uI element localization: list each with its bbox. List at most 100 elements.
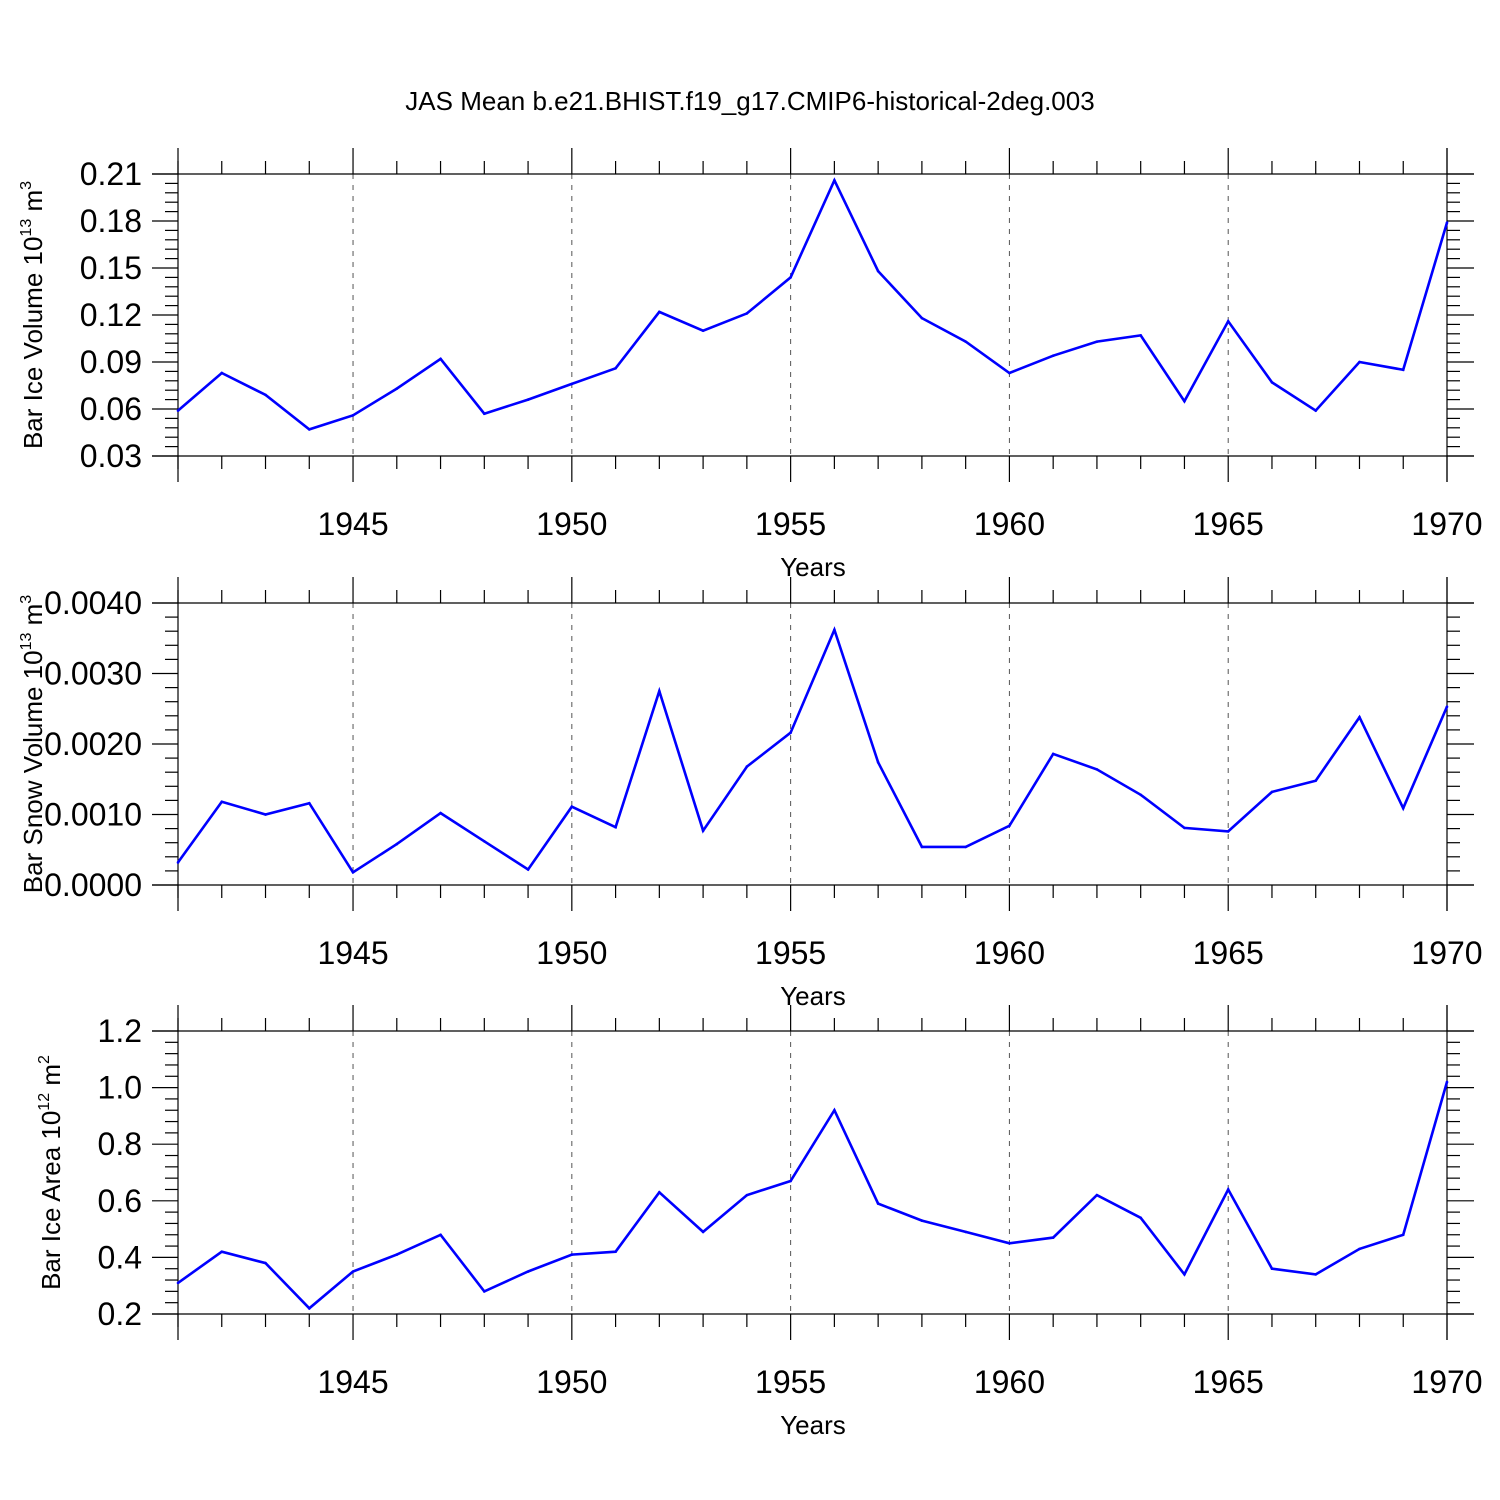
y-tick-label: 0.06 bbox=[80, 391, 142, 427]
data-point bbox=[220, 800, 224, 804]
series-line bbox=[176, 626, 1449, 875]
x-axis-label: Years bbox=[780, 1410, 846, 1440]
data-point bbox=[1095, 340, 1099, 343]
x-tick-label: 1955 bbox=[755, 935, 826, 971]
y-tick-label: 0.0030 bbox=[44, 656, 142, 692]
data-point bbox=[1226, 830, 1230, 833]
x-tick-label: 1955 bbox=[755, 506, 826, 542]
data-point bbox=[351, 413, 355, 417]
data-point bbox=[1051, 354, 1055, 358]
data-point bbox=[658, 1191, 661, 1194]
data-point bbox=[658, 689, 661, 693]
data-point bbox=[614, 366, 617, 370]
y-tick-label: 0.12 bbox=[80, 297, 142, 333]
x-tick-label: 1945 bbox=[317, 935, 388, 971]
panels: 0.03 0.06 0.09 0.12 0.15 0.18 0.21 1945 1950 1955… bbox=[18, 148, 1483, 1440]
data-point bbox=[1270, 381, 1274, 384]
data-point bbox=[876, 1202, 880, 1205]
chart-panel-2: 0.0000 0.0010 0.0020 0.0030 0.0040 1945 1950 19… bbox=[18, 577, 1483, 1011]
data-point bbox=[1051, 1236, 1055, 1239]
data-point bbox=[307, 428, 311, 431]
data-point bbox=[1008, 1241, 1011, 1245]
data-point bbox=[395, 1253, 399, 1256]
data-point bbox=[1226, 319, 1230, 323]
data-point bbox=[570, 382, 574, 386]
data-point bbox=[570, 805, 574, 809]
y-tick-label: 0.0020 bbox=[44, 726, 142, 762]
data-point bbox=[439, 811, 442, 815]
x-tick-label: 1950 bbox=[536, 935, 607, 971]
data-point bbox=[264, 813, 267, 816]
data-point bbox=[1401, 806, 1405, 810]
data-point bbox=[307, 1307, 311, 1310]
data-point bbox=[176, 409, 180, 412]
data-point bbox=[1314, 779, 1318, 782]
data-point bbox=[1095, 768, 1099, 771]
data-point bbox=[1095, 1193, 1099, 1197]
data-point bbox=[220, 1250, 224, 1254]
y-tick-label: 0.03 bbox=[80, 438, 142, 474]
data-point bbox=[1226, 1188, 1230, 1191]
data-point bbox=[745, 1193, 749, 1197]
data-point bbox=[1358, 1247, 1361, 1251]
data-point bbox=[964, 1230, 967, 1234]
data-point bbox=[614, 825, 617, 829]
data-point bbox=[570, 1253, 574, 1256]
data-point bbox=[964, 845, 967, 849]
y-tick-label: 1.2 bbox=[98, 1013, 142, 1049]
y-tick-label: 1.0 bbox=[98, 1070, 142, 1106]
data-point bbox=[526, 868, 530, 871]
data-point bbox=[1183, 826, 1186, 830]
data-point bbox=[1139, 334, 1142, 337]
data-point bbox=[395, 387, 399, 390]
data-point bbox=[1445, 705, 1449, 708]
chart-panel-1: 0.03 0.06 0.09 0.12 0.15 0.18 0.21 1945 1950 1955… bbox=[18, 148, 1483, 582]
data-point bbox=[920, 316, 924, 320]
x-tick-label: 1970 bbox=[1411, 506, 1482, 542]
x-tick-label: 1960 bbox=[974, 935, 1045, 971]
data-point bbox=[876, 269, 880, 273]
data-point bbox=[395, 842, 399, 846]
data-point bbox=[483, 412, 486, 416]
y-tick-label: 0.2 bbox=[98, 1296, 142, 1332]
series-line bbox=[177, 1081, 1449, 1311]
data-point bbox=[701, 829, 705, 833]
x-tick-label: 1955 bbox=[755, 1364, 826, 1400]
data-point bbox=[264, 393, 267, 397]
data-point bbox=[920, 845, 924, 849]
data-point bbox=[176, 1281, 180, 1285]
data-point bbox=[1139, 793, 1142, 797]
data-point bbox=[614, 1250, 617, 1254]
data-point bbox=[264, 1261, 267, 1265]
chart-panel-3: 0.2 0.4 0.6 0.8 1.0 1.2 1945 1950 1955 1960 1965 19… bbox=[36, 1005, 1483, 1440]
data-point bbox=[833, 628, 836, 632]
data-point bbox=[701, 1230, 705, 1234]
x-tick-label: 1950 bbox=[536, 1364, 607, 1400]
data-point bbox=[439, 1233, 442, 1237]
x-tick-label: 1960 bbox=[974, 506, 1045, 542]
data-point bbox=[1270, 790, 1274, 794]
data-point bbox=[439, 357, 442, 361]
y-tick-label: 0.0000 bbox=[44, 867, 142, 903]
figure-title: JAS Mean b.e21.BHIST.f19_g17.CMIP6-histo… bbox=[405, 86, 1094, 116]
data-point bbox=[1183, 399, 1186, 403]
data-point bbox=[833, 178, 836, 182]
x-tick-label: 1965 bbox=[1193, 1364, 1264, 1400]
x-tick-label: 1965 bbox=[1193, 506, 1264, 542]
data-point bbox=[526, 1270, 530, 1273]
data-point bbox=[351, 871, 355, 874]
x-tick-label: 1970 bbox=[1411, 935, 1482, 971]
data-point bbox=[1008, 824, 1011, 828]
y-tick-label: 0.15 bbox=[80, 250, 142, 286]
data-point bbox=[351, 1270, 355, 1273]
x-tick-label: 1960 bbox=[974, 1364, 1045, 1400]
data-point bbox=[1051, 752, 1055, 756]
y-axis-label: Bar Ice Volume 1013 m3 bbox=[18, 181, 48, 449]
x-tick-label: 1950 bbox=[536, 506, 607, 542]
data-point bbox=[1358, 360, 1361, 364]
data-point bbox=[1445, 1080, 1449, 1084]
y-tick-label: 0.8 bbox=[98, 1126, 142, 1162]
x-tick-label: 1965 bbox=[1193, 935, 1264, 971]
data-point bbox=[1183, 1273, 1186, 1276]
y-tick-label: 0.0010 bbox=[44, 797, 142, 833]
